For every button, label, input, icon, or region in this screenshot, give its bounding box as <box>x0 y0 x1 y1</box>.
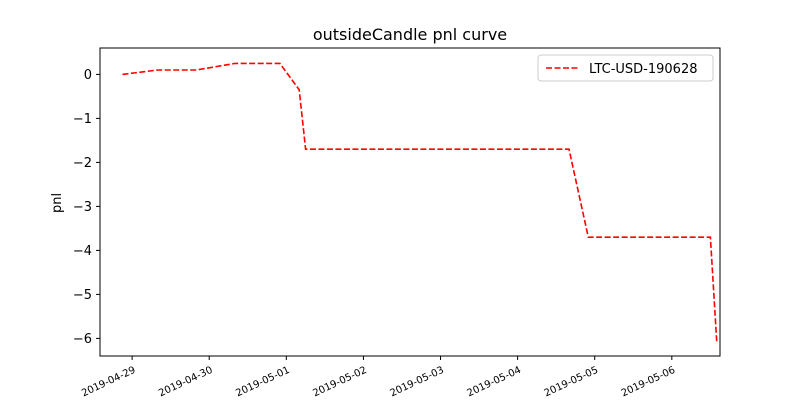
y-tick-label: −1 <box>73 112 92 127</box>
y-tick-label: −3 <box>73 200 92 215</box>
legend-box <box>537 54 714 82</box>
y-tick-label: −5 <box>73 288 92 303</box>
plot-area <box>99 47 721 357</box>
legend: LTC-USD-190628 <box>537 54 714 82</box>
y-tick-label: −4 <box>73 244 92 259</box>
series-layer <box>122 62 718 343</box>
y-axis-ticks: 0 −1 −2 −3 −4 −5 −6 <box>73 68 100 347</box>
chart-title: outsideCandle pnl curve <box>313 25 507 44</box>
series-line <box>122 62 718 343</box>
legend-label: LTC-USD-190628 <box>589 62 698 77</box>
y-tick-label: 0 <box>84 68 92 83</box>
y-tick-label: −2 <box>73 156 92 171</box>
y-tick-label: −6 <box>73 332 92 347</box>
y-axis-label: pnl <box>50 193 65 213</box>
